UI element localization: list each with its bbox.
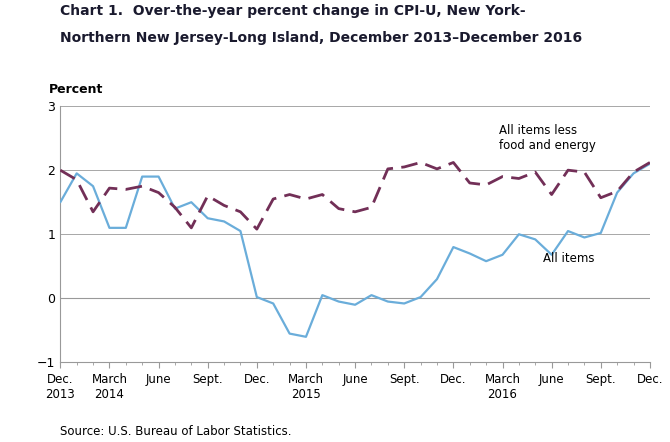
Text: All items: All items xyxy=(543,252,595,265)
Text: All items less
food and energy: All items less food and energy xyxy=(499,124,596,152)
Text: Source: U.S. Bureau of Labor Statistics.: Source: U.S. Bureau of Labor Statistics. xyxy=(60,425,292,438)
Text: Percent: Percent xyxy=(48,83,103,96)
Text: Chart 1.  Over-the-year percent change in CPI-U, New York-: Chart 1. Over-the-year percent change in… xyxy=(60,4,526,19)
Text: Northern New Jersey-Long Island, December 2013–December 2016: Northern New Jersey-Long Island, Decembe… xyxy=(60,31,582,45)
